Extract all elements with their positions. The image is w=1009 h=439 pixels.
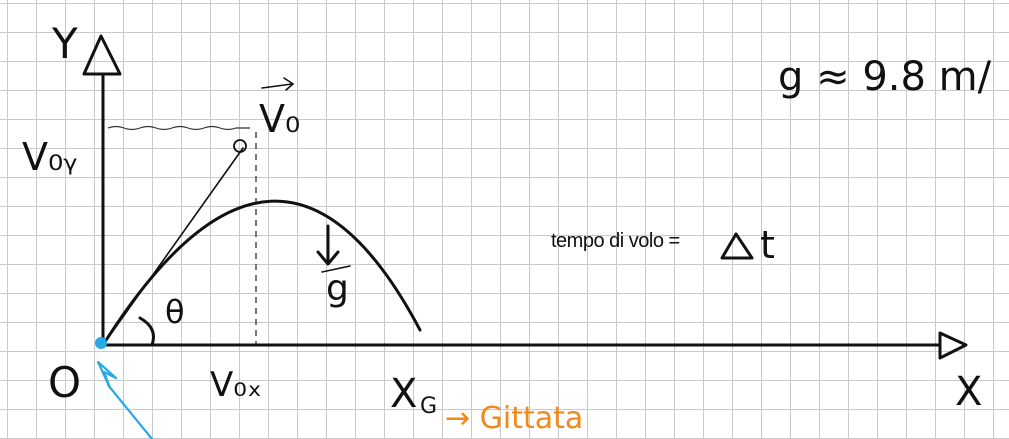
theta-angle-arc bbox=[138, 316, 155, 347]
gravity-value-label: g ≈ 9.8 m/ bbox=[778, 54, 992, 100]
xg-label: X bbox=[390, 371, 417, 417]
v0-vector-tip bbox=[233, 139, 247, 153]
y-axis-arrowhead bbox=[82, 34, 122, 76]
x-axis-label: X bbox=[955, 369, 982, 415]
delta-symbol bbox=[720, 232, 754, 260]
flight-time-label: tempo di volo = bbox=[551, 230, 680, 252]
origin-label: O bbox=[48, 358, 81, 407]
v0x-label: V₀ₓ bbox=[210, 365, 262, 405]
g-vector-bar bbox=[321, 265, 351, 273]
xg-subscript-label: G bbox=[420, 394, 437, 419]
g-vector-label: g bbox=[326, 268, 349, 309]
theta-label: θ bbox=[165, 293, 185, 331]
v0-over-arrow bbox=[261, 83, 293, 89]
origin-point bbox=[95, 337, 107, 349]
v0-over-arrow-head bbox=[283, 77, 295, 91]
v0-label: V₀ bbox=[259, 97, 300, 141]
y-axis-label: Y bbox=[51, 19, 78, 68]
v0y-label: V₀ᵧ bbox=[22, 135, 77, 179]
x-axis-arrowhead bbox=[938, 331, 968, 360]
g-vector-arrowhead bbox=[316, 250, 340, 266]
trajectory-curve bbox=[101, 199, 422, 347]
pen-cursor-stroke bbox=[96, 360, 154, 439]
v0y-projection-line bbox=[107, 125, 250, 131]
gittata-label: → Gittata bbox=[445, 401, 583, 436]
delta-t-symbol: t bbox=[760, 223, 775, 267]
